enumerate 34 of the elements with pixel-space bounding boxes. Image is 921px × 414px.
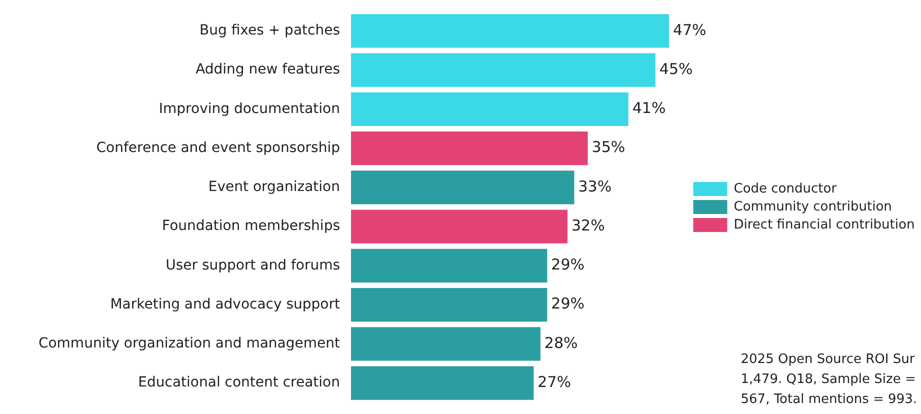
y-tick-label: Adding new features (196, 62, 340, 78)
bar (351, 288, 548, 322)
data-label: 27% (538, 372, 571, 391)
data-label: 28% (544, 334, 578, 352)
y-tick-label: Bug fixes + patches (200, 22, 340, 39)
legend-label: Direct financial contribution (734, 217, 915, 232)
bar (351, 53, 656, 87)
bar (351, 327, 540, 361)
data-label: 33% (578, 177, 612, 196)
data-label: 41% (632, 99, 666, 118)
y-tick-label: Improving documentation (158, 100, 340, 117)
data-label: 35% (592, 138, 626, 156)
y-tick-label: Foundation memberships (162, 218, 340, 234)
y-tick-label: Marketing and advocacy support (110, 296, 341, 312)
data-label: 47% (672, 20, 706, 39)
bar (351, 366, 534, 400)
bar (351, 14, 669, 48)
y-tick-label: User support and forums (166, 257, 340, 274)
text: 2025 Open Source ROI Sur 1,479. Q18, Sample Size = 567, Total mentions = 993. (740, 351, 917, 409)
legend-label: Code conductor (734, 181, 838, 196)
y-tick-label: Event organization (208, 179, 340, 196)
y-tick-label: Conference and event sponsorship (96, 140, 340, 156)
bar (351, 210, 568, 244)
bar (351, 248, 548, 282)
data-label: 29% (551, 294, 585, 313)
bar (351, 92, 628, 126)
data-label: 29% (551, 256, 585, 274)
y-tick-label: Community organization and management (38, 336, 341, 352)
bar (351, 132, 588, 166)
y-tick-label: Educational content creation (138, 374, 340, 391)
legend-label: Community contribution (734, 199, 892, 214)
data-label: 45% (659, 60, 693, 78)
data-label: 32% (571, 216, 605, 234)
bar (351, 170, 574, 204)
